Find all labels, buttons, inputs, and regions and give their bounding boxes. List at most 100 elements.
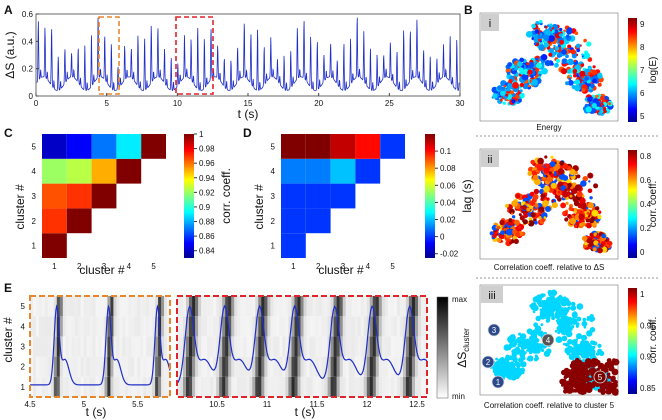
- e-cell: [89, 356, 93, 377]
- e-cell: [273, 316, 277, 337]
- e-cell: [327, 356, 331, 377]
- map-dot: [574, 210, 577, 213]
- panel-b-ii-roman: ii: [488, 154, 493, 166]
- e-cell: [393, 336, 398, 357]
- map-dot: [586, 211, 590, 215]
- map-dot: [544, 163, 549, 168]
- e-cell: [258, 376, 262, 397]
- e-cell: [273, 296, 277, 317]
- e-cell: [30, 316, 34, 337]
- b-colorbar-tick: 9: [640, 20, 645, 29]
- map-dot: [519, 57, 524, 63]
- map-dot: [536, 212, 539, 216]
- e-cell: [62, 376, 67, 397]
- e-cell: [195, 336, 199, 357]
- map-dot: [551, 202, 558, 209]
- e-cell: [270, 376, 274, 397]
- e-cell: [155, 316, 159, 337]
- map-dot: [583, 52, 590, 59]
- panel-a-label: A: [4, 3, 13, 17]
- panel-c-colorbar-ticks: 1 0.98 0.96 0.94 0.92 0.9 0.88 0.86 0.84: [194, 130, 215, 256]
- e-cell: [62, 316, 67, 337]
- map-dot: [533, 36, 540, 43]
- e-cell: [62, 336, 67, 357]
- map-dot: [526, 349, 529, 352]
- e-cell: [216, 356, 220, 377]
- e-cell: [303, 376, 307, 397]
- map-dot: [556, 325, 563, 332]
- e-cell: [421, 316, 425, 337]
- e-cell: [387, 296, 392, 317]
- map-dot: [564, 217, 569, 222]
- map-dot: [548, 35, 555, 42]
- e-cell: [207, 356, 211, 377]
- panel-d-label: D: [243, 126, 252, 140]
- e-cell: [246, 336, 250, 357]
- c-ytick: 3: [32, 192, 37, 201]
- e-cell: [315, 316, 319, 337]
- a-xtick-label: 0: [34, 99, 39, 108]
- map-dot: [579, 70, 586, 77]
- map-dot: [587, 173, 593, 179]
- map-dot: [575, 43, 581, 49]
- map-dot: [580, 334, 588, 341]
- e-cell: [411, 376, 416, 397]
- e-cell: [360, 376, 364, 397]
- c-cell-r4-c1: [42, 158, 67, 184]
- e-cell: [228, 336, 232, 357]
- map-dot: [534, 29, 540, 34]
- e-cell: [177, 376, 181, 397]
- e-cell: [101, 296, 105, 317]
- e-cell: [306, 336, 310, 357]
- e-cell: [155, 296, 159, 317]
- e-cell: [318, 376, 322, 397]
- map-dot: [586, 317, 590, 321]
- e-cell: [116, 356, 120, 377]
- e-cell: [164, 316, 168, 337]
- e-cell: [360, 296, 364, 317]
- map-dot: [540, 197, 544, 201]
- map-dot: [591, 384, 595, 389]
- map-dot: [604, 361, 611, 368]
- map-dot: [559, 27, 563, 32]
- map-dot: [507, 373, 514, 380]
- e-cell: [186, 296, 190, 317]
- e-cell: [276, 376, 280, 397]
- c-xtick: 1: [52, 262, 57, 271]
- map-dot: [590, 363, 594, 367]
- e-cell: [98, 296, 102, 317]
- e-cell: [59, 376, 64, 397]
- e-cell: [342, 336, 346, 357]
- map-dot: [568, 206, 573, 211]
- map-dot: [503, 344, 511, 351]
- map-dot: [561, 383, 564, 387]
- e-cell: [267, 316, 271, 337]
- e-cell: [207, 296, 211, 317]
- map-dot: [604, 368, 609, 373]
- map-dot: [517, 226, 521, 229]
- c-ytick: 1: [32, 242, 37, 251]
- e-cell: [279, 336, 283, 357]
- panel-b-iii-colorbar-ticks: 1 0.95 0.9 0.85: [640, 290, 656, 393]
- e-cell: [348, 356, 352, 377]
- e-cell: [315, 296, 319, 317]
- cluster-marker-label: 3: [492, 326, 497, 335]
- e-cell: [354, 316, 358, 337]
- map-dot: [566, 34, 570, 38]
- e-cell: [330, 336, 334, 357]
- e-cell: [351, 296, 355, 317]
- map-dot: [497, 85, 503, 91]
- map-dot: [580, 221, 586, 227]
- c-cell-r4-c4: [116, 158, 142, 184]
- e-cell: [312, 296, 316, 317]
- e-cell: [119, 336, 123, 357]
- panel-b-ii-colorbar-ticks: 0.8 0.6 0.4 0.2 0: [640, 152, 652, 257]
- e-cell: [228, 356, 232, 377]
- map-dot: [492, 233, 497, 238]
- e-cell: [104, 336, 108, 357]
- map-dot: [550, 173, 555, 178]
- map-dot: [555, 51, 559, 55]
- map-dot: [540, 323, 544, 327]
- e-cell: [402, 316, 407, 337]
- e-cell: [201, 356, 205, 377]
